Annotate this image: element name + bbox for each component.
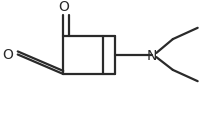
Text: O: O: [58, 0, 69, 14]
Text: O: O: [3, 48, 14, 62]
Text: N: N: [147, 49, 157, 62]
